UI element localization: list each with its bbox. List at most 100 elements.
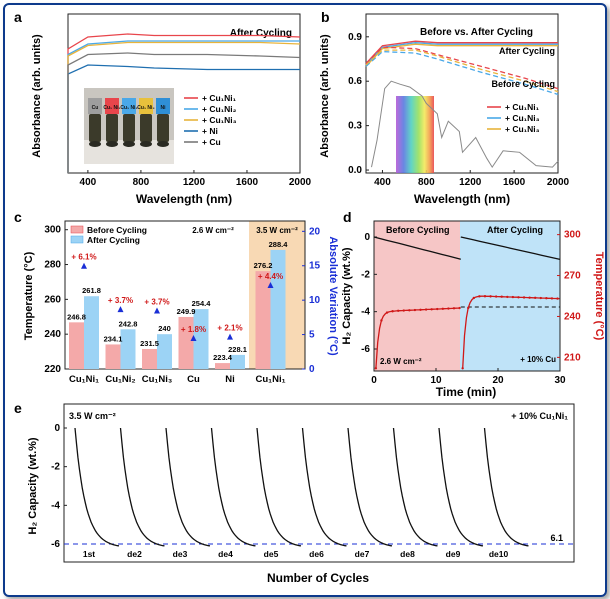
panel-a-curves: [67, 33, 301, 173]
temperature-marker: [467, 306, 470, 310]
temperature-marker: [472, 296, 476, 300]
panel-e-catalyst: + 10% Cu₁Ni₁: [511, 411, 568, 421]
vial-label-text: Cu₁ Ni₁: [103, 105, 120, 111]
vial-bottom: [157, 141, 169, 147]
panel-b-ytick-label: 0.6: [348, 76, 362, 87]
panel-b-legend: + Cu₁Ni₁+ Cu₁Ni₃+ Cu₁Ni₃: [487, 102, 540, 134]
panel-e-xlabel: Number of Cycles: [267, 571, 369, 585]
bar-before: [178, 316, 194, 369]
after-cycling-region: [460, 221, 560, 371]
panel-c-letter: c: [14, 209, 22, 225]
after-cycling-curve: [365, 42, 558, 66]
panel-d-intensity: 2.6 W cm⁻²: [380, 357, 422, 366]
temperature-marker: [539, 296, 542, 300]
panel-c-ytick-label: 300: [44, 225, 61, 236]
panel-b: b Before vs. After Cycling Absorbance (a…: [319, 9, 570, 206]
panel-d-y2tick-label: 300: [564, 230, 581, 241]
legend-after-swatch: [70, 235, 84, 244]
panel-a-legend: + Cu₁Ni₁+ Cu₁Ni₂+ Cu₁Ni₃+ Ni+ Cu: [184, 93, 237, 147]
legend-entry: + Ni: [202, 126, 218, 136]
vial-label: [122, 98, 136, 114]
vial-bottom: [140, 141, 152, 147]
panel-d-y2ticks: 300 270 240 210: [557, 230, 581, 363]
bar-before: [69, 322, 84, 369]
panel-d-ytick-label: -4: [361, 307, 370, 318]
vial-bottom: [89, 141, 101, 147]
bar-before-value: 231.5: [140, 339, 159, 348]
vial-label-text: Ni: [161, 105, 167, 111]
panel-d-xlabel: Time (min): [436, 385, 496, 399]
panel-e-ytick-label: 0: [54, 423, 60, 434]
panel-b-axes: [365, 13, 559, 174]
temperature-marker: [506, 295, 509, 299]
panel-c-y2tick-label: 10: [309, 295, 321, 306]
temperature-marker: [478, 295, 481, 298]
cycle-label: de4: [218, 549, 233, 559]
panel-b-xtick-label: 1600: [503, 177, 526, 188]
temperature-marker: [385, 311, 389, 314]
bar-after-value: 242.8: [119, 319, 138, 328]
variation-pct: + 6.1%: [71, 253, 96, 262]
panel-d-ytick-label: -2: [361, 269, 370, 280]
before-cycling-curve: [365, 49, 559, 93]
variation-marker: [81, 262, 87, 269]
temperature-marker: [380, 319, 383, 322]
panel-e-letter: e: [14, 400, 22, 416]
cycle-label: de2: [127, 549, 142, 559]
panel-e-ytick-label: -6: [51, 539, 60, 550]
panel-e-ytick-label: -4: [51, 500, 60, 511]
panel-b-xtick-label: 2000: [547, 177, 570, 188]
panel-e-intensity: 3.5 W cm⁻²: [69, 411, 116, 421]
panel-c-y2tick-label: 0: [309, 364, 315, 375]
cycle-label: de8: [400, 549, 415, 559]
legend-entry: + Cu₁Ni₃: [505, 113, 540, 123]
vial-bottom: [123, 141, 135, 147]
panel-c-intensity-1: 2.6 W cm⁻²: [192, 226, 234, 235]
panel-d-letter: d: [343, 209, 352, 225]
panel-a: a After Cycling Absorbance (arb. units) …: [14, 9, 312, 206]
bar-after-value: 240: [158, 324, 171, 333]
bar-before: [215, 363, 230, 369]
panel-d-xticks: 0 10 20 30: [371, 368, 566, 386]
panel-a-curve: [67, 41, 301, 173]
variation-marker: [154, 307, 160, 314]
panel-c-category: Cu₁Ni₃: [142, 374, 173, 385]
cycle-label: de3: [173, 549, 188, 559]
vial-label: [156, 98, 170, 114]
panel-d-xtick-label: 20: [492, 375, 504, 386]
variation-pct: + 4.4%: [258, 272, 283, 281]
panel-c-category: Cu₁Ni₁: [69, 374, 99, 385]
vial-bottom: [106, 141, 118, 147]
panel-a-curve: [67, 64, 300, 173]
panel-a-xlabel: Wavelength (nm): [136, 192, 232, 206]
panel-c-y2label: Absolute Variation (°C): [327, 236, 339, 356]
panel-e-cycle-labels: 1st de2 de3 de4 de5 de6 de7 de8 de9 de10: [83, 549, 509, 559]
panel-d-xtick-label: 10: [430, 375, 442, 386]
legend-entry: After Cycling: [87, 235, 140, 245]
temperature-marker: [528, 296, 531, 299]
desorption-cycle-curve: [301, 427, 347, 547]
panel-b-ytick-label: 0.0: [348, 165, 362, 176]
panel-c-y2tick-label: 20: [309, 226, 321, 237]
panel-b-xtick-label: 1200: [459, 177, 482, 188]
panel-d-xtick-label: 0: [371, 375, 377, 386]
temperature-marker: [452, 307, 456, 310]
panel-b-tag: Before vs. After Cycling: [420, 27, 533, 38]
panel-b-xticks: 400 800 1200 1600 2000: [374, 170, 570, 188]
bar-before-value: 223.4: [213, 353, 233, 362]
cycle-label: de10: [489, 549, 509, 559]
temperature-marker: [396, 309, 400, 312]
panel-a-xticks: 400 800 1200 1600 2000: [80, 170, 312, 188]
panel-a-tag: After Cycling: [230, 28, 292, 39]
vial-liquid: [106, 114, 118, 142]
bar-before-value: 276.2: [254, 261, 273, 270]
panel-a-xtick-label: 1600: [236, 177, 259, 188]
temperature-marker: [430, 308, 433, 311]
desorption-cycle-curve: [119, 427, 165, 547]
panel-e-end-value: 6.1: [550, 533, 563, 543]
panel-d-y2tick-label: 240: [564, 311, 581, 322]
panel-d-y2label: Temperature (°C): [593, 252, 605, 341]
panel-c-intensity-2: 3.5 W cm⁻²: [256, 226, 298, 235]
